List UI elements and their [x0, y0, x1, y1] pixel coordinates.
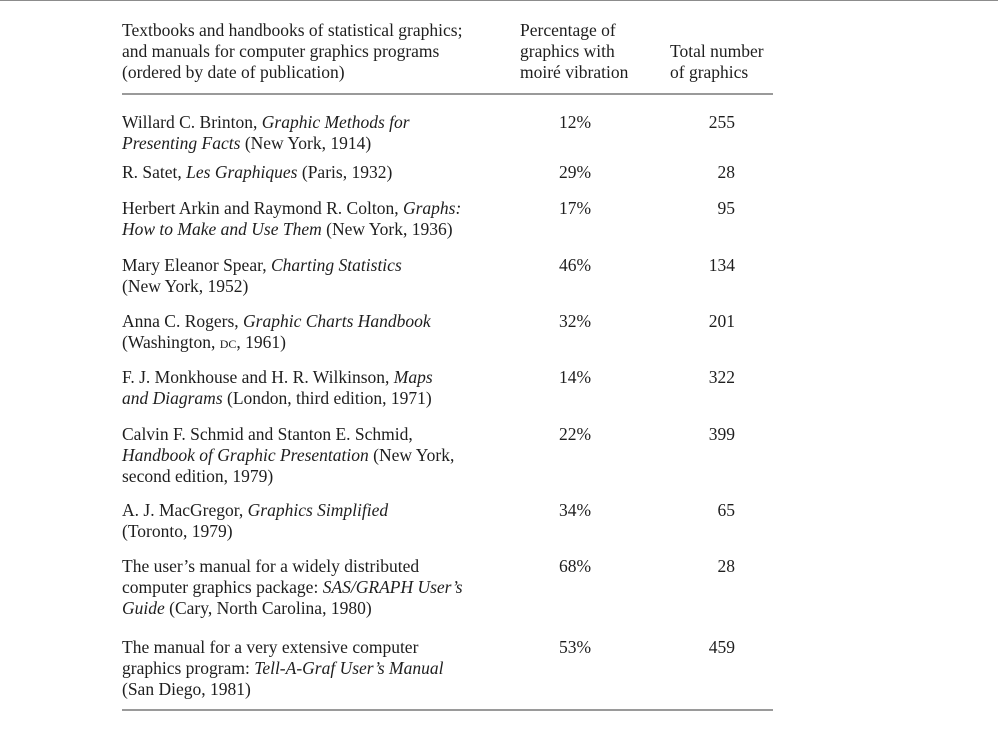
row-percentage: 53%	[558, 637, 592, 657]
row-source: Herbert Arkin and Raymond R. Colton, Gra…	[122, 198, 507, 240]
header-rule	[122, 93, 773, 95]
header-total-line-1: Total number	[670, 41, 764, 61]
bottom-rule	[122, 709, 773, 711]
row-author: Willard C. Brinton,	[122, 112, 262, 132]
row-source: Mary Eleanor Spear, Charting Statistics …	[122, 255, 507, 297]
row-total: 201	[708, 311, 735, 331]
row-total: 28	[717, 556, 736, 576]
row-title-part: Tell-A-Graf User’s Manual	[254, 658, 444, 678]
header-percentage-line-2: graphics with	[520, 41, 615, 61]
row-percentage: 12%	[558, 112, 592, 132]
header-percentage-column: Percentage of graphics with moiré vibrat…	[520, 20, 660, 83]
header-total-column: Total number of graphics	[670, 41, 790, 83]
row-publication: DC	[219, 332, 237, 352]
header-source-line-1: Textbooks and handbooks of statistical g…	[122, 20, 463, 40]
row-publication: (New York,	[368, 445, 455, 465]
row-source: The manual for a very extensive computer…	[122, 637, 507, 700]
header-source-column: Textbooks and handbooks of statistical g…	[122, 20, 502, 83]
row-author: Herbert Arkin and Raymond R. Colton,	[122, 198, 403, 218]
row-title-part: Charting Statistics	[270, 255, 402, 275]
row-author: The user’s manual for a widely distribut…	[122, 556, 420, 576]
row-publication: , 1961)	[236, 332, 286, 352]
row-author: Mary Eleanor Spear,	[122, 255, 271, 275]
row-publication: (New York, 1952)	[122, 276, 249, 296]
row-publication: (Paris, 1932)	[297, 162, 393, 182]
row-total: 95	[717, 198, 736, 218]
row-percentage: 17%	[558, 198, 592, 218]
row-title-part: Les Graphiques	[186, 162, 298, 182]
row-publication: (Washington,	[122, 332, 220, 352]
row-author: Calvin F. Schmid and Stanton E. Schmid,	[122, 424, 413, 444]
row-title-part: SAS/GRAPH User’s	[322, 577, 463, 597]
row-publication: (Toronto, 1979)	[122, 521, 233, 541]
row-percentage: 32%	[558, 311, 592, 331]
row-total: 255	[708, 112, 735, 132]
row-title-part: Guide	[122, 598, 165, 618]
row-author: The manual for a very extensive computer	[122, 637, 419, 657]
row-title-part: Maps	[393, 367, 433, 387]
row-total: 322	[708, 367, 735, 387]
row-author: computer graphics package:	[122, 577, 323, 597]
row-source: F. J. Monkhouse and H. R. Wilkinson, Map…	[122, 367, 507, 409]
row-title-part: Graphic Methods for	[261, 112, 410, 132]
row-percentage: 46%	[558, 255, 592, 275]
row-total: 28	[717, 162, 736, 182]
row-total: 65	[717, 500, 736, 520]
row-publication: (San Diego, 1981)	[122, 679, 251, 699]
row-percentage: 22%	[558, 424, 592, 444]
row-source: Calvin F. Schmid and Stanton E. Schmid, …	[122, 424, 507, 487]
row-percentage: 29%	[558, 162, 592, 182]
row-percentage: 68%	[558, 556, 592, 576]
row-source: R. Satet, Les Graphiques (Paris, 1932)	[122, 162, 507, 183]
row-total: 134	[708, 255, 735, 275]
row-publication: (Cary, North Carolina, 1980)	[164, 598, 372, 618]
row-author: R. Satet,	[122, 162, 187, 182]
row-publication: (New York, 1936)	[321, 219, 453, 239]
row-source: Anna C. Rogers, Graphic Charts Handbook …	[122, 311, 507, 353]
row-total: 399	[708, 424, 735, 444]
row-author: graphics program:	[122, 658, 255, 678]
row-source: Willard C. Brinton, Graphic Methods for …	[122, 112, 507, 154]
header-percentage-line-1: Percentage of	[520, 20, 616, 40]
row-source: The user’s manual for a widely distribut…	[122, 556, 507, 619]
row-author: A. J. MacGregor,	[122, 500, 248, 520]
row-author: F. J. Monkhouse and H. R. Wilkinson,	[122, 367, 394, 387]
row-title-part: Handbook of Graphic Presentation	[122, 445, 369, 465]
header-total-line-2: of graphics	[670, 62, 749, 82]
top-border-rule	[0, 0, 998, 1]
row-total: 459	[708, 637, 735, 657]
row-author: Anna C. Rogers,	[122, 311, 244, 331]
row-title-part: Graphic Charts Handbook	[243, 311, 431, 331]
row-title-part: and Diagrams	[122, 388, 223, 408]
row-percentage: 34%	[558, 500, 592, 520]
header-percentage-line-3: moiré vibration	[520, 62, 629, 82]
row-source: A. J. MacGregor, Graphics Simplified (To…	[122, 500, 507, 542]
row-title-part: How to Make and Use Them	[122, 219, 322, 239]
header-source-line-3: (ordered by date of publication)	[122, 62, 345, 82]
row-percentage: 14%	[558, 367, 592, 387]
row-publication: (London, third edition, 1971)	[222, 388, 432, 408]
row-title-part: Presenting Facts	[122, 133, 241, 153]
row-title-part: Graphics Simplified	[247, 500, 389, 520]
row-publication: second edition, 1979)	[122, 466, 274, 486]
row-publication: (New York, 1914)	[240, 133, 372, 153]
row-title-part: Graphs:	[402, 198, 462, 218]
header-source-line-2: and manuals for computer graphics progra…	[122, 41, 440, 61]
